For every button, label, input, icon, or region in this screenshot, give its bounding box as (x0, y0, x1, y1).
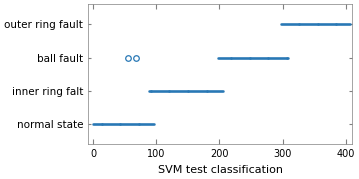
X-axis label: SVM test classification: SVM test classification (158, 165, 283, 175)
